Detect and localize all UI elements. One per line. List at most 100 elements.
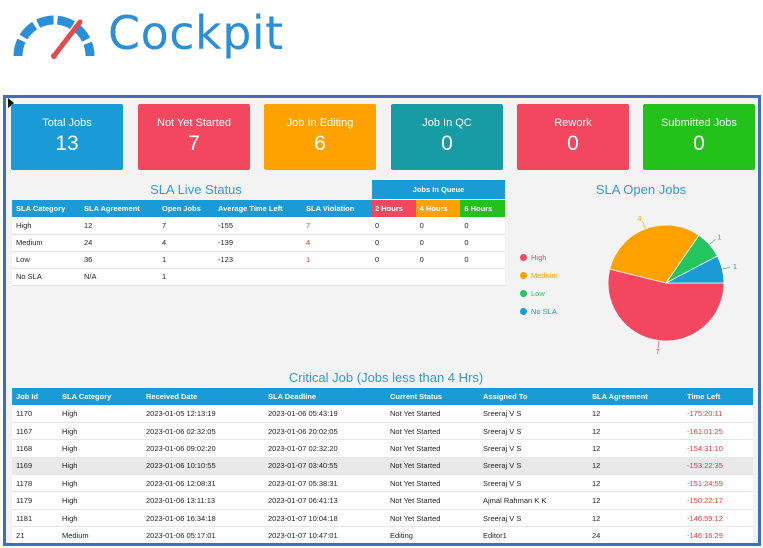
kpi-card[interactable]: Total Jobs 13	[11, 104, 123, 170]
column-header[interactable]: Current Status	[386, 388, 479, 405]
legend-item[interactable]: Medium	[520, 266, 558, 284]
table-cell: 2023-01-07 05:38:31	[264, 474, 386, 493]
table-cell: Ajmal Rahman K K	[479, 491, 588, 510]
table-row[interactable]: High 12 7 -155 7	[12, 217, 371, 235]
legend-swatch	[520, 271, 527, 279]
legend-label: No SLA	[531, 306, 557, 316]
kpi-value: 13	[55, 132, 79, 155]
table-cell: 12	[588, 439, 683, 458]
table-cell: Not Yet Started	[386, 439, 479, 458]
column-header[interactable]: SLA Category	[58, 388, 142, 405]
table-row[interactable]: 1170 High 2023-01-05 12:13:19 2023-01-06 05…	[12, 405, 753, 423]
queue-column-header: 4 Hours	[415, 200, 461, 217]
legend-swatch	[520, 307, 527, 315]
legend-item[interactable]: No SLA	[520, 302, 558, 320]
kpi-value: 7	[188, 132, 200, 155]
table-cell: Not Yet Started	[386, 509, 479, 528]
column-header[interactable]: Assigned To	[479, 388, 588, 405]
table-cell: High	[58, 474, 142, 493]
table-cell: 2023-01-06 12:08:31	[142, 474, 264, 493]
pie-data-label: 7	[656, 349, 660, 356]
table-cell: 4	[302, 234, 371, 252]
table-row[interactable]: Low 36 1 -123 1	[12, 251, 371, 269]
table-cell: Not Yet Started	[386, 474, 479, 493]
table-row[interactable]: Medium 24 4 -139 4	[12, 234, 371, 252]
table-cell: 2023-01-06 05:17:01	[142, 526, 264, 543]
legend-swatch	[520, 253, 527, 261]
table-cell: 1	[302, 251, 371, 269]
table-row[interactable]: No SLA N/A 1	[12, 268, 371, 286]
table-row[interactable]: 1181 High 2023-01-06 16:34:18 2023-01-07 10…	[12, 509, 753, 528]
legend-label: Medium	[531, 270, 558, 280]
pie-legend: High Medium Low No SLA	[520, 248, 558, 320]
table-row[interactable]: 1168 High 2023-01-06 09:02:20 2023-01-07 02…	[12, 439, 753, 458]
table-cell: 1169	[12, 457, 58, 476]
collapse-arrow-icon[interactable]	[8, 98, 14, 108]
table-row[interactable]: 1178 High 2023-01-06 12:08:31 2023-01-07 05…	[12, 474, 753, 493]
pie-slice[interactable]	[607, 268, 725, 342]
kpi-card[interactable]: Rework 0	[517, 104, 629, 170]
table-cell: 0	[415, 234, 461, 252]
column-header[interactable]: Time Left	[683, 388, 753, 405]
legend-item[interactable]: Low	[520, 284, 558, 302]
column-header: SLA Category	[12, 200, 80, 217]
kpi-value: 0	[441, 132, 453, 155]
speedometer-logo-icon	[13, 15, 95, 59]
table-row[interactable]: 21 Medium 2023-01-06 05:17:01 2023-01-07 10…	[12, 526, 753, 543]
kpi-card[interactable]: Job In QC 0	[391, 104, 503, 170]
table-cell: 1168	[12, 439, 58, 458]
pie-label-leader	[657, 340, 660, 349]
kpi-label: Total Jobs	[42, 117, 92, 129]
header: Cockpit	[0, 0, 763, 92]
table-cell: 0	[371, 251, 416, 269]
table-cell: -161:01:25	[683, 422, 753, 441]
column-header[interactable]: SLA Deadline	[264, 388, 386, 405]
table-cell: 1178	[12, 474, 58, 493]
legend-item[interactable]: High	[520, 248, 558, 266]
table-cell: 2023-01-06 02:32:05	[142, 422, 264, 441]
table-cell: 0	[371, 217, 416, 235]
table-cell: 1167	[12, 422, 58, 441]
table-cell: 4	[158, 234, 214, 252]
table-cell: 2023-01-06 05:43:19	[264, 405, 386, 423]
kpi-card[interactable]: Not Yet Started 7	[138, 104, 250, 170]
column-header: Average Time Left	[214, 200, 302, 217]
table-row[interactable]: 1169 High 2023-01-06 10:10:55 2023-01-07 03…	[12, 457, 753, 476]
table-cell: 24	[588, 526, 683, 543]
pie-data-label: 1	[733, 264, 737, 271]
table-cell: Medium	[58, 526, 142, 543]
table-cell: Low	[12, 251, 80, 269]
table-cell: Sreeraj V S	[479, 509, 588, 528]
column-header[interactable]: Received Date	[142, 388, 264, 405]
table-cell: -123	[214, 251, 302, 269]
table-cell: 2023-01-07 10:47:01	[264, 526, 386, 543]
kpi-card[interactable]: Submitted Jobs 0	[643, 104, 755, 170]
sla-live-table: SLA Category SLA Agreement Open Jobs Averag…	[12, 200, 371, 286]
table-header-row: SLA Category SLA Agreement Open Jobs Averag…	[12, 200, 371, 217]
sla-live-section: SLA Category SLA Agreement Open Jobs Averag…	[12, 180, 505, 286]
column-header[interactable]: SLA Agreement	[588, 388, 683, 405]
pie-slice[interactable]	[665, 255, 725, 284]
table-cell: Sreeraj V S	[479, 405, 588, 423]
table-cell: 1170	[12, 405, 58, 423]
table-cell: 2023-01-06 20:02:05	[264, 422, 386, 441]
sla-open-title: SLA Open Jobs	[595, 182, 687, 197]
table-cell: 0	[371, 234, 416, 252]
table-cell: Not Yet Started	[386, 457, 479, 476]
table-cell: 1181	[12, 509, 58, 528]
table-cell: 21	[12, 526, 58, 543]
critical-jobs-table: Job Id SLA Category Received Date SLA Deadl…	[12, 388, 753, 543]
column-header[interactable]: Job Id	[12, 388, 58, 405]
table-row[interactable]: 1167 High 2023-01-06 02:32:05 2023-01-06 20…	[12, 422, 753, 441]
table-row[interactable]: 1179 High 2023-01-06 13:11:13 2023-01-07 06…	[12, 491, 753, 510]
table-cell: Medium	[12, 234, 80, 252]
kpi-label: Job In Editing	[286, 117, 354, 129]
table-cell: -139	[214, 234, 302, 252]
kpi-value: 6	[314, 132, 326, 155]
legend-label: Low	[531, 288, 545, 298]
pie-data-label: 1	[718, 235, 722, 242]
kpi-card[interactable]: Job In Editing 6	[264, 104, 376, 170]
sla-live-title: SLA Live Status	[150, 182, 242, 197]
table-cell: -175:20:11	[683, 405, 753, 423]
table-cell: 1	[158, 268, 214, 286]
